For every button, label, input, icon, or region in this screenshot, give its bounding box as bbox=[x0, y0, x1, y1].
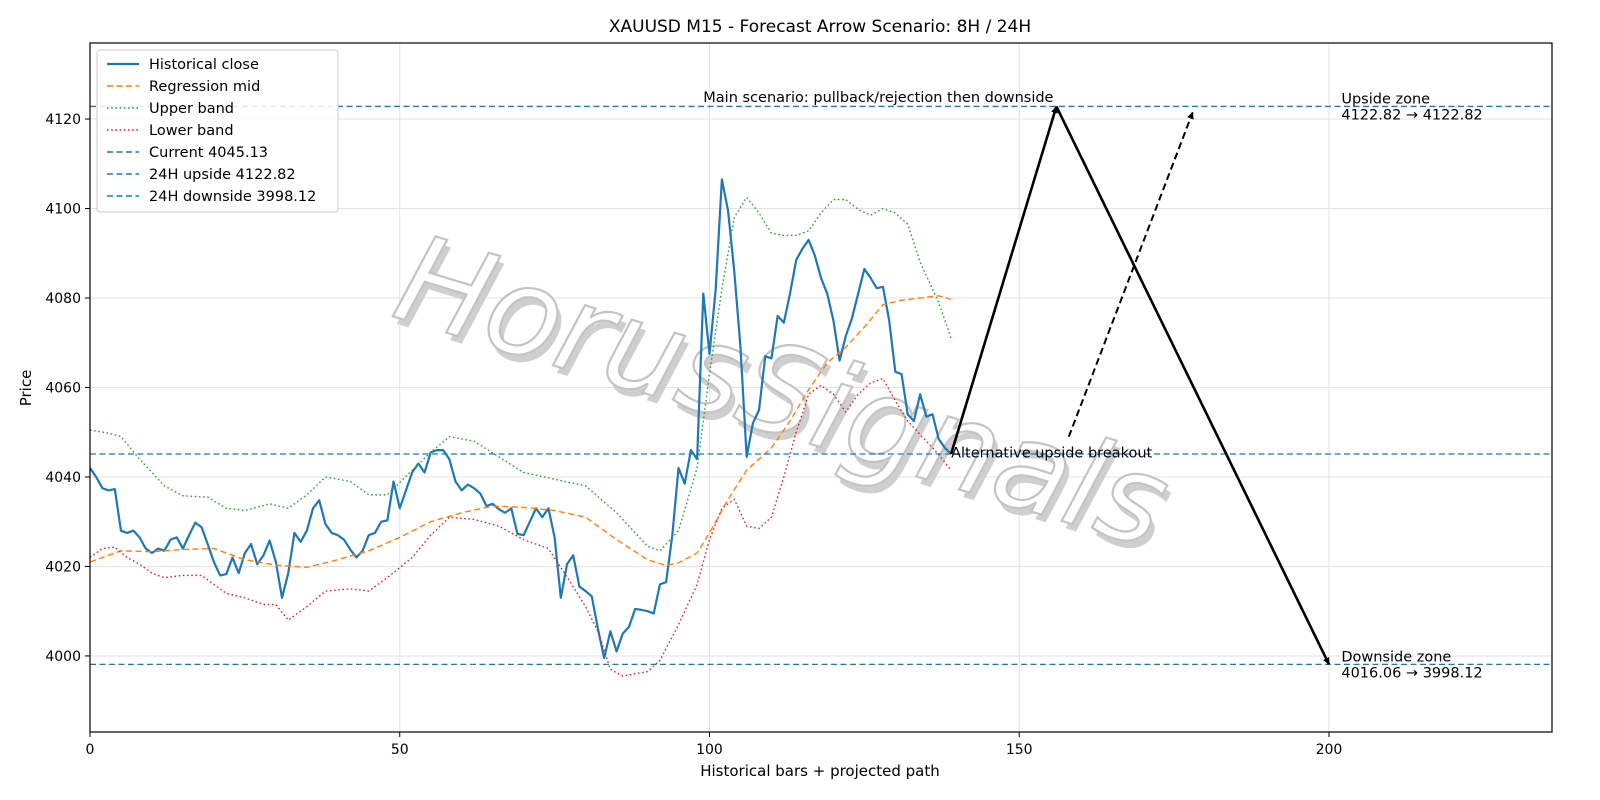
y-tick-label: 4100 bbox=[45, 202, 81, 218]
series-line-1 bbox=[90, 295, 952, 569]
x-axis-label: Historical bars + projected path bbox=[700, 762, 940, 780]
legend-label: Lower band bbox=[149, 123, 234, 139]
hline-layer bbox=[90, 105, 1552, 666]
series-line-3 bbox=[90, 377, 952, 677]
arrow-layer bbox=[949, 105, 1331, 665]
y-axis-ticks: 4000 4020 4040 4060 4080 4100 4120 bbox=[45, 112, 90, 665]
legend-label: Regression mid bbox=[149, 79, 260, 95]
legend-label: 24H downside 3998.12 bbox=[149, 189, 316, 205]
zone-range-0: 4122.82 → 4122.82 bbox=[1341, 107, 1482, 123]
x-tick-label: 100 bbox=[696, 742, 723, 758]
y-tick-label: 4060 bbox=[45, 381, 81, 397]
watermark-text: HorusSignals bbox=[381, 207, 1184, 575]
forecast-arrow-2 bbox=[1067, 111, 1194, 438]
annotation-layer: Main scenario: pullback/rejection then d… bbox=[703, 90, 1482, 681]
y-tick-label: 4040 bbox=[45, 470, 81, 486]
x-tick-label: 0 bbox=[86, 742, 95, 758]
legend-label: Historical close bbox=[149, 57, 259, 73]
legend: Historical close Regression mid Upper band… bbox=[96, 49, 339, 213]
x-axis-ticks: 0 50 100 150 200 bbox=[86, 732, 1343, 758]
series-layer bbox=[90, 178, 952, 677]
annotation-1: Alternative upside breakout bbox=[951, 445, 1152, 461]
y-axis-label: Price bbox=[17, 370, 35, 407]
x-tick-label: 150 bbox=[1006, 742, 1033, 758]
zone-range-1: 4016.06 → 3998.12 bbox=[1341, 665, 1482, 681]
forecast-arrow-0 bbox=[949, 105, 1058, 455]
y-tick-label: 4000 bbox=[45, 649, 81, 665]
x-tick-label: 200 bbox=[1316, 742, 1343, 758]
series-line-0 bbox=[90, 178, 952, 660]
y-tick-label: 4020 bbox=[45, 559, 81, 575]
legend-label: Upper band bbox=[149, 101, 234, 117]
annotation-0: Main scenario: pullback/rejection then d… bbox=[703, 90, 1053, 106]
legend-label: Current 4045.13 bbox=[149, 145, 268, 161]
zone-title-0: Upside zone bbox=[1341, 91, 1430, 107]
y-tick-label: 4080 bbox=[45, 291, 81, 307]
chart-title: XAUUSD M15 - Forecast Arrow Scenario: 8H… bbox=[609, 17, 1031, 37]
legend-box bbox=[96, 49, 339, 213]
zone-title-1: Downside zone bbox=[1341, 649, 1451, 665]
forecast-arrow-1 bbox=[1055, 105, 1331, 665]
y-tick-label: 4120 bbox=[45, 112, 81, 128]
x-tick-label: 50 bbox=[391, 742, 409, 758]
legend-label: 24H upside 4122.82 bbox=[149, 167, 296, 183]
